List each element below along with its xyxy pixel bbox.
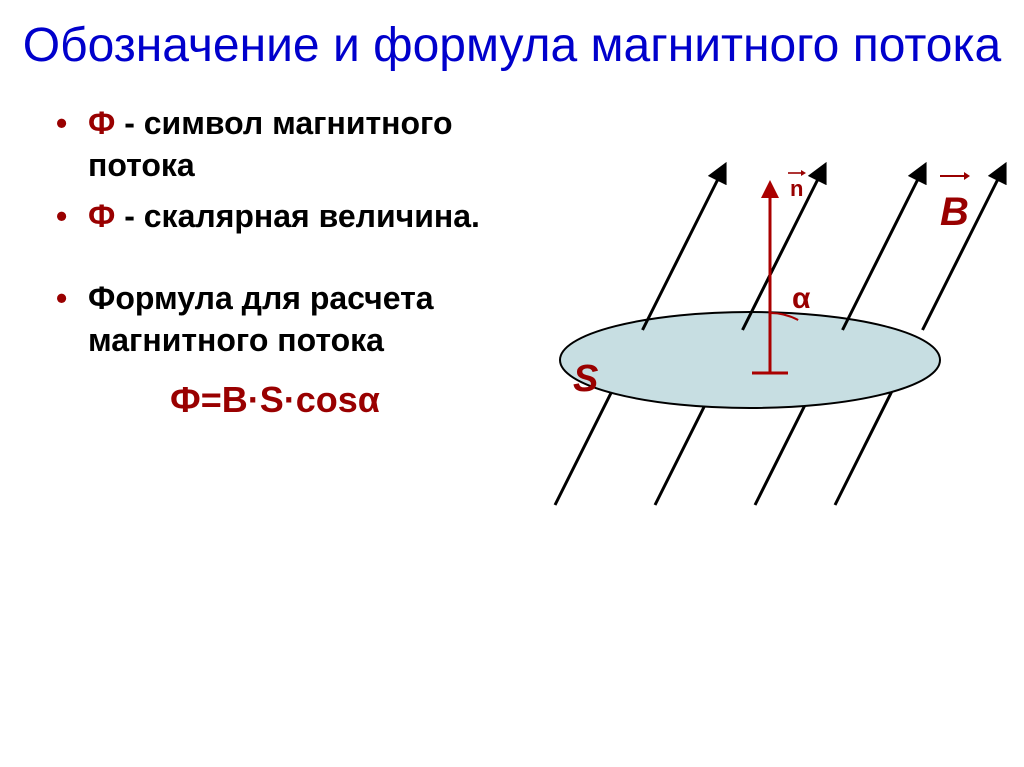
- bullet-2: Ф - скалярная величина.: [50, 196, 480, 238]
- bullet-2-text: скалярная величина.: [144, 198, 480, 234]
- label-S: S: [573, 358, 598, 401]
- bullet-2-symbol: Ф: [88, 198, 115, 234]
- label-n: n: [790, 176, 803, 202]
- magnetic-flux-diagram: [480, 155, 1020, 555]
- bullet-1: Ф - символ магнитного потока: [50, 103, 480, 186]
- bullet-1-symbol: Ф: [88, 105, 115, 141]
- page-title: Обозначение и формула магнитного потока: [0, 0, 1024, 83]
- label-B: B: [940, 190, 969, 235]
- bullet-3-text: Формула для расчета магнитного потока: [88, 280, 434, 358]
- vector-arrow-n-icon: [788, 168, 806, 176]
- formula: Ф=В·S·cosα: [50, 371, 480, 421]
- vector-arrow-B-icon: [940, 170, 970, 180]
- bullet-3: Формула для расчета магнитного потока: [50, 278, 480, 361]
- bullet-list: Ф - символ магнитного потока Ф - скалярн…: [0, 103, 480, 421]
- bullet-1-dash: -: [115, 105, 143, 141]
- label-alpha: α: [792, 282, 810, 316]
- bullet-2-dash: -: [115, 198, 143, 234]
